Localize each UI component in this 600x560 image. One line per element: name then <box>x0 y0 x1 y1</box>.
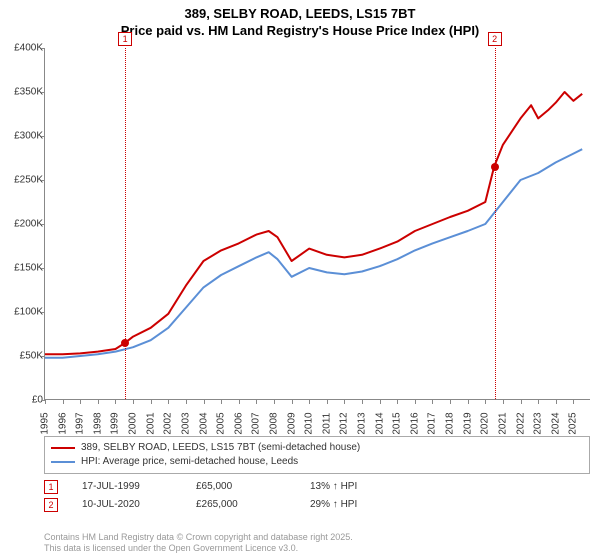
record-date: 17-JUL-1999 <box>82 478 172 496</box>
sale-point-marker <box>491 163 499 171</box>
x-tick-label: 1996 <box>57 410 68 438</box>
disclaimer-line-1: Contains HM Land Registry data © Crown c… <box>44 532 590 543</box>
record-price: £265,000 <box>196 496 286 514</box>
x-tick-label: 2003 <box>180 410 191 438</box>
record-date: 10-JUL-2020 <box>82 496 172 514</box>
x-tick-label: 2007 <box>251 410 262 438</box>
legend-item: HPI: Average price, semi-detached house,… <box>51 455 583 469</box>
x-tick-label: 2002 <box>163 410 174 438</box>
plot-region: £0£50K£100K£150K£200K£250K£300K£350K£400… <box>44 48 590 400</box>
x-tick-label: 2013 <box>357 410 368 438</box>
x-tick-label: 2023 <box>533 410 544 438</box>
x-tick-label: 2012 <box>339 410 350 438</box>
legend-swatch <box>51 447 75 449</box>
chart-title-block: 389, SELBY ROAD, LEEDS, LS15 7BT Price p… <box>0 0 600 42</box>
sale-record-row: 2 10-JUL-2020 £265,000 29% ↑ HPI <box>44 496 590 514</box>
x-tick-label: 2018 <box>445 410 456 438</box>
y-tick-label: £250K <box>3 175 43 186</box>
reference-line <box>495 48 496 399</box>
legend-label: HPI: Average price, semi-detached house,… <box>81 455 298 469</box>
x-tick-label: 2008 <box>268 410 279 438</box>
disclaimer-line-2: This data is licensed under the Open Gov… <box>44 543 590 554</box>
legend-box: 389, SELBY ROAD, LEEDS, LS15 7BT (semi-d… <box>44 436 590 474</box>
record-delta: 29% ↑ HPI <box>310 496 400 514</box>
x-tick-label: 2015 <box>392 410 403 438</box>
y-tick-label: £400K <box>3 43 43 54</box>
series-svg <box>45 48 591 400</box>
x-tick-label: 1995 <box>40 410 51 438</box>
x-tick-label: 2001 <box>145 410 156 438</box>
record-delta: 13% ↑ HPI <box>310 478 400 496</box>
x-tick-label: 2006 <box>233 410 244 438</box>
x-tick-label: 2021 <box>497 410 508 438</box>
x-tick-label: 2010 <box>304 410 315 438</box>
y-tick-label: £50K <box>3 351 43 362</box>
y-tick-label: £150K <box>3 263 43 274</box>
x-tick-label: 2022 <box>515 410 526 438</box>
y-tick-label: £350K <box>3 87 43 98</box>
x-tick-label: 2000 <box>128 410 139 438</box>
y-tick-label: £200K <box>3 219 43 230</box>
x-tick-label: 2019 <box>462 410 473 438</box>
x-tick-label: 2025 <box>568 410 579 438</box>
title-line-1: 389, SELBY ROAD, LEEDS, LS15 7BT <box>10 6 590 23</box>
legend-item: 389, SELBY ROAD, LEEDS, LS15 7BT (semi-d… <box>51 441 583 455</box>
sale-records: 1 17-JUL-1999 £65,000 13% ↑ HPI 2 10-JUL-2020… <box>44 478 590 514</box>
disclaimer: Contains HM Land Registry data © Crown c… <box>44 532 590 555</box>
legend-swatch <box>51 461 75 463</box>
record-index-marker: 1 <box>44 480 58 494</box>
x-tick-label: 2004 <box>198 410 209 438</box>
x-tick-label: 2011 <box>321 410 332 438</box>
x-tick-label: 2016 <box>409 410 420 438</box>
x-tick-label: 2020 <box>480 410 491 438</box>
record-index-marker: 2 <box>44 498 58 512</box>
y-tick-label: £100K <box>3 307 43 318</box>
x-tick-label: 1999 <box>110 410 121 438</box>
y-tick-label: £0 <box>3 395 43 406</box>
sale-record-row: 1 17-JUL-1999 £65,000 13% ↑ HPI <box>44 478 590 496</box>
sale-point-marker <box>121 339 129 347</box>
x-tick-label: 2014 <box>374 410 385 438</box>
x-tick-label: 2024 <box>550 410 561 438</box>
x-tick-label: 1998 <box>92 410 103 438</box>
x-tick-label: 1997 <box>75 410 86 438</box>
reference-marker: 1 <box>118 32 132 46</box>
chart-area: £0£50K£100K£150K£200K£250K£300K£350K£400… <box>44 48 590 400</box>
x-tick-label: 2017 <box>427 410 438 438</box>
x-tick-label: 2005 <box>216 410 227 438</box>
reference-marker: 2 <box>488 32 502 46</box>
record-price: £65,000 <box>196 478 286 496</box>
x-tick-label: 2009 <box>286 410 297 438</box>
title-line-2: Price paid vs. HM Land Registry's House … <box>10 23 590 40</box>
legend-label: 389, SELBY ROAD, LEEDS, LS15 7BT (semi-d… <box>81 441 360 455</box>
y-tick-label: £300K <box>3 131 43 142</box>
